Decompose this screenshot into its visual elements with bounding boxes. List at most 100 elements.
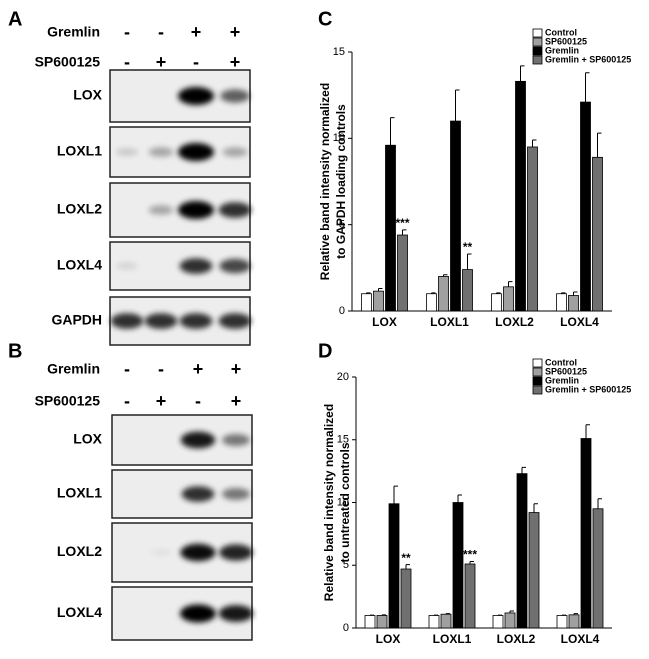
blot-band bbox=[218, 313, 252, 329]
band-label: LOXL4 bbox=[57, 257, 102, 273]
y-tick-label: 5 bbox=[339, 219, 345, 231]
condition-mark: - bbox=[158, 22, 164, 42]
y-tick-label: 10 bbox=[333, 132, 345, 144]
error-bar bbox=[573, 613, 578, 615]
y-axis-label: to untreated controls bbox=[338, 442, 352, 562]
legend-swatch bbox=[532, 28, 543, 38]
bar bbox=[528, 512, 540, 629]
x-tick-label: LOXL2 bbox=[495, 315, 534, 329]
error-bar bbox=[390, 117, 395, 146]
error-bar bbox=[496, 292, 501, 294]
legend-label: SP600125 bbox=[545, 36, 587, 46]
band-label: LOXL4 bbox=[57, 604, 102, 620]
band-label: LOX bbox=[73, 431, 102, 447]
legend-label: Gremlin bbox=[545, 45, 579, 55]
error-bar bbox=[457, 494, 462, 503]
blot-band bbox=[178, 201, 214, 219]
condition-label: SP600125 bbox=[35, 393, 101, 409]
bar bbox=[580, 438, 592, 629]
panel-letter: A bbox=[8, 8, 22, 30]
significance-label: *** bbox=[463, 548, 477, 562]
condition-label: SP600125 bbox=[35, 54, 101, 70]
bar bbox=[440, 613, 452, 629]
blot-band bbox=[218, 605, 254, 622]
x-tick-label: LOXL4 bbox=[561, 632, 600, 646]
error-bar bbox=[561, 292, 566, 294]
bar bbox=[397, 234, 408, 312]
condition-label: Gremlin bbox=[47, 24, 100, 40]
legend-label: Gremlin + SP600125 bbox=[545, 384, 631, 394]
blot-band bbox=[180, 431, 216, 449]
significance-label: ** bbox=[463, 240, 473, 254]
bar bbox=[400, 568, 412, 629]
x-tick-label: LOXL2 bbox=[497, 632, 536, 646]
bar bbox=[568, 295, 579, 312]
legend-label: Gremlin + SP600125 bbox=[545, 54, 631, 64]
error-bar bbox=[455, 89, 460, 122]
error-bar bbox=[443, 274, 448, 277]
bar bbox=[388, 503, 400, 629]
legend-label: Control bbox=[545, 357, 577, 367]
bar bbox=[592, 156, 603, 312]
condition-mark: - bbox=[158, 359, 164, 379]
error-bar bbox=[532, 139, 537, 147]
condition-mark: + bbox=[193, 359, 204, 379]
bar bbox=[385, 144, 396, 312]
band-label: GAPDH bbox=[51, 312, 102, 328]
x-tick-label: LOXL1 bbox=[430, 315, 469, 329]
y-tick-label: 20 bbox=[337, 371, 349, 383]
bar bbox=[438, 276, 449, 312]
error-bar bbox=[469, 560, 474, 564]
error-bar bbox=[573, 291, 578, 296]
bar bbox=[556, 293, 567, 312]
blot-band bbox=[116, 262, 138, 270]
blot-band bbox=[180, 543, 216, 562]
blot-band bbox=[222, 488, 250, 500]
x-tick-label: LOX bbox=[372, 315, 397, 329]
significance-label: *** bbox=[395, 216, 409, 230]
legend-label: Gremlin bbox=[545, 375, 579, 385]
bar bbox=[580, 101, 591, 312]
bar bbox=[462, 269, 473, 312]
blot-band bbox=[222, 147, 248, 157]
error-bar bbox=[378, 288, 383, 292]
bar bbox=[452, 502, 464, 629]
error-bar bbox=[597, 498, 602, 509]
y-axis-label: Relative band intensity normalized bbox=[318, 83, 332, 280]
blot-band bbox=[178, 87, 214, 105]
significance-label: ** bbox=[401, 551, 411, 565]
blot-band bbox=[115, 148, 139, 156]
condition-mark: + bbox=[156, 391, 167, 411]
blot-band bbox=[220, 89, 250, 103]
band-label: LOXL1 bbox=[57, 143, 102, 159]
panel-letter: D bbox=[318, 340, 332, 362]
bar bbox=[592, 508, 604, 629]
condition-mark: + bbox=[191, 22, 202, 42]
error-bar bbox=[431, 292, 436, 294]
bar bbox=[492, 615, 504, 629]
legend-swatch bbox=[532, 55, 543, 65]
legend-swatch bbox=[532, 376, 543, 386]
x-tick-label: LOX bbox=[376, 632, 401, 646]
blot-band bbox=[178, 143, 214, 161]
blot-band bbox=[218, 202, 252, 218]
blot-band bbox=[181, 486, 215, 502]
bar bbox=[504, 612, 516, 629]
bar bbox=[426, 293, 437, 312]
blot-band bbox=[150, 549, 172, 556]
blot-band bbox=[179, 258, 213, 274]
bar bbox=[503, 286, 514, 312]
bar bbox=[568, 614, 580, 629]
y-tick-label: 0 bbox=[343, 622, 349, 634]
bar bbox=[491, 293, 502, 312]
bar bbox=[464, 563, 476, 629]
legend-swatch bbox=[532, 37, 543, 47]
blot-band bbox=[219, 258, 251, 274]
error-bar bbox=[509, 610, 514, 613]
blot-band bbox=[179, 313, 213, 329]
legend-swatch bbox=[532, 46, 543, 56]
band-label: LOX bbox=[73, 87, 102, 103]
bar bbox=[556, 615, 568, 629]
error-bar bbox=[402, 229, 407, 236]
